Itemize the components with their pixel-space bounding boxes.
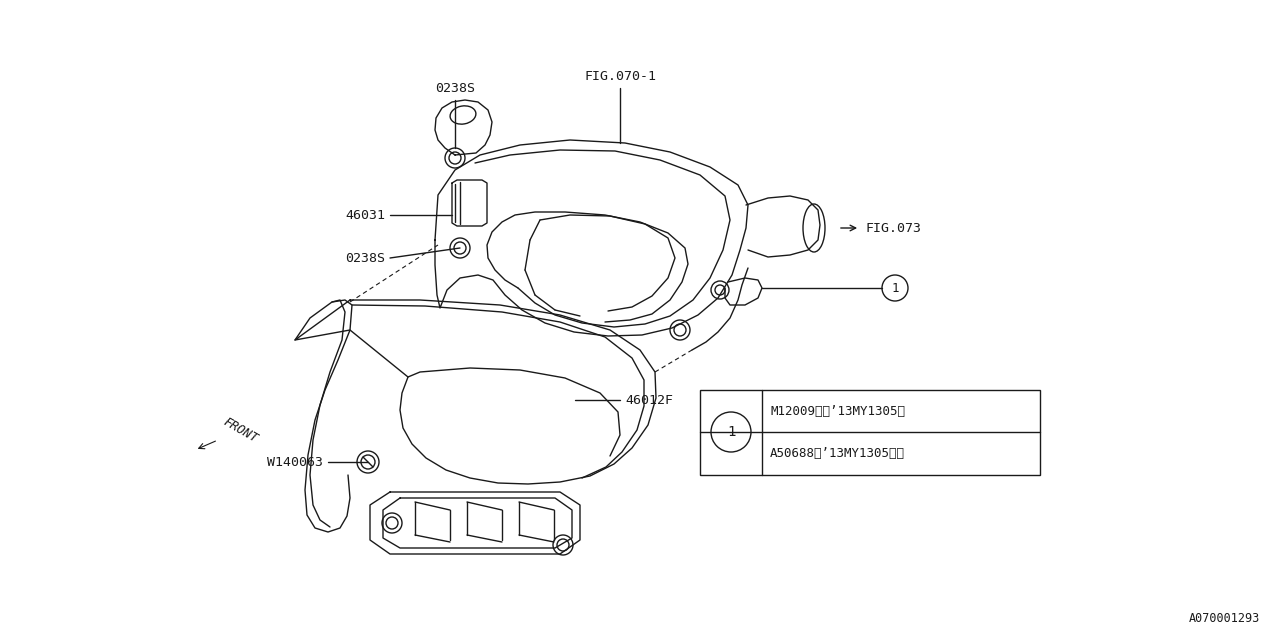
- Text: 0238S: 0238S: [346, 252, 385, 264]
- Text: 46012F: 46012F: [625, 394, 673, 406]
- Text: FRONT: FRONT: [220, 415, 260, 445]
- Text: FIG.073: FIG.073: [865, 221, 922, 234]
- Text: W140063: W140063: [268, 456, 323, 468]
- Text: FIG.070-1: FIG.070-1: [584, 70, 657, 83]
- Text: 46031: 46031: [346, 209, 385, 221]
- Text: 1: 1: [727, 425, 735, 439]
- Text: A50688（’13MY1305－）: A50688（’13MY1305－）: [771, 447, 905, 460]
- Text: 0238S: 0238S: [435, 82, 475, 95]
- Text: M12009（－’13MY1305）: M12009（－’13MY1305）: [771, 404, 905, 418]
- Text: 1: 1: [891, 282, 899, 294]
- Bar: [700, 390, 1039, 475]
- Text: A070001293: A070001293: [1189, 612, 1260, 625]
